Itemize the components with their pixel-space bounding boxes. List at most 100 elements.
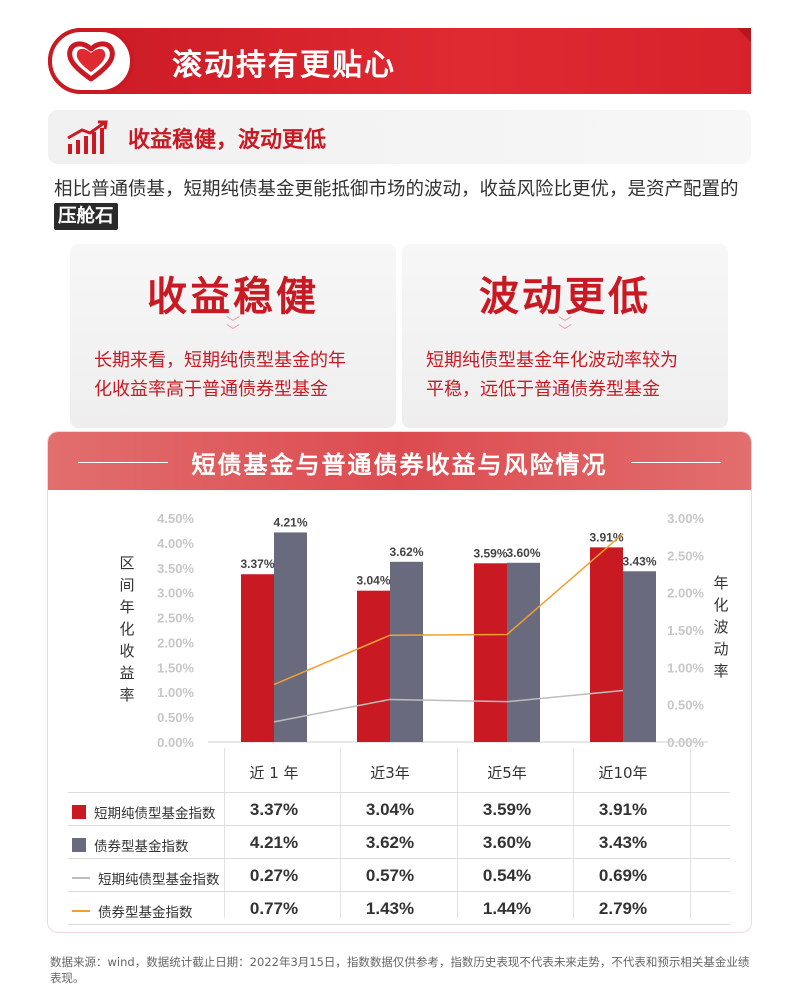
y-tick-label: 3.00%	[157, 586, 194, 601]
y-axis-label: 区间年化收益率	[119, 554, 135, 704]
card-line: 化收益率高于普通债券型基金	[94, 379, 328, 400]
bar-data-label: 3.59%	[473, 546, 507, 560]
table-cell: 0.54%	[482, 866, 532, 885]
bar-data-label: 3.62%	[389, 545, 423, 559]
y-tick-label: 1.00%	[157, 685, 194, 700]
row-divider	[68, 858, 730, 859]
bar	[357, 590, 390, 742]
chart-panel: 短债基金与普通债券收益与风险情况 区间年化收益率 年化波动率 0.00% 0.50…	[48, 432, 751, 932]
y-tick-label: 4.00%	[157, 536, 194, 551]
legend-label: 短期纯债型基金指数	[94, 806, 216, 822]
y-tick-label: 0.50%	[157, 710, 194, 725]
legend-swatch	[72, 910, 90, 912]
bar	[241, 574, 274, 742]
table-cell: 4.21%	[249, 833, 299, 852]
feature-cards: 收益稳健 ﹀ ﹀ 长期来看，短期纯债型基金的年 化收益率高于普通债券型基金 波动更…	[70, 244, 728, 428]
chevron-down-icon: ﹀ ﹀	[558, 316, 572, 340]
heart-icon	[48, 28, 134, 94]
series-line	[273, 533, 624, 686]
y-tick-label: 2.00%	[157, 635, 194, 650]
y-tick-label: 4.50%	[157, 511, 194, 526]
legend-swatch	[72, 877, 90, 879]
legend-item: 短期纯债型基金指数	[72, 868, 220, 888]
chevron-down-icon: ﹀ ﹀	[226, 316, 240, 340]
bar-data-label: 3.37%	[240, 557, 274, 571]
legend-item: 债券型基金指数	[72, 901, 193, 921]
y2-axis-label: 年化波动率	[713, 574, 729, 680]
chart-header: 短债基金与普通债券收益与风险情况	[48, 432, 751, 490]
table-cell: 2.79%	[598, 899, 648, 918]
card-line: 长期来看，短期纯债型基金的年	[94, 350, 346, 371]
table-cell: 0.77%	[249, 899, 299, 918]
bar	[274, 532, 307, 742]
bar	[623, 571, 656, 742]
card-description: 短期纯债型基金年化波动率较为 平稳，远低于普通债券型基金	[426, 346, 714, 404]
y2-tick-label: 0.50%	[667, 698, 704, 713]
divider	[631, 462, 721, 463]
table-cell: 3.59%	[482, 800, 532, 819]
section-title: 收益稳健，波动更低	[128, 128, 327, 153]
table-cell: 0.69%	[598, 866, 648, 885]
page-title: 滚动持有更贴心	[172, 48, 396, 83]
legend-swatch	[72, 805, 86, 819]
feature-card-return: 收益稳健 ﹀ ﹀ 长期来看，短期纯债型基金的年 化收益率高于普通债券型基金	[70, 244, 396, 428]
y-tick-label: 0.00%	[157, 735, 194, 750]
y2-tick-label: 3.00%	[667, 511, 704, 526]
table-cell: 0.27%	[249, 866, 299, 885]
table-grid-line	[457, 748, 458, 918]
bar-data-label: 3.43%	[622, 554, 656, 568]
series-line	[273, 689, 624, 723]
table-cell: 3.91%	[598, 800, 648, 819]
y2-tick-label: 1.00%	[667, 660, 704, 675]
bar-data-label: 4.21%	[273, 515, 307, 529]
card-line: 平稳，远低于普通债券型基金	[426, 379, 660, 400]
intro-paragraph: 相比普通债基，短期纯债基金更能抵御市场的波动，收益风险比更优，是资产配置的压舱石	[54, 176, 754, 230]
y2-tick-label: 2.50%	[667, 548, 704, 563]
section-heading: 收益稳健，波动更低	[48, 110, 751, 164]
legend-item: 短期纯债型基金指数	[72, 802, 216, 822]
row-divider	[68, 792, 730, 793]
table-cell: 3.04%	[365, 800, 415, 819]
highlight-tag: 压舱石	[54, 203, 118, 230]
feature-card-volatility: 波动更低 ﹀ ﹀ 短期纯债型基金年化波动率较为 平稳，远低于普通债券型基金	[402, 244, 728, 428]
legend-label: 债券型基金指数	[98, 905, 193, 921]
row-divider	[68, 924, 730, 925]
data-source-note: 数据来源：wind，数据统计截止日期：2022年3月15日，指数数据仅供参考，指…	[50, 955, 750, 985]
table-grid-line	[573, 748, 574, 918]
legend-label: 短期纯债型基金指数	[98, 872, 220, 888]
card-line: 短期纯债型基金年化波动率较为	[426, 350, 678, 371]
row-divider	[68, 825, 730, 826]
legend-item: 债券型基金指数	[72, 835, 189, 855]
y-tick-label: 2.50%	[157, 611, 194, 626]
table-cell: 1.43%	[365, 899, 415, 918]
card-title: 波动更低	[479, 274, 651, 320]
y-tick-label: 1.50%	[157, 660, 194, 675]
y2-tick-label: 1.50%	[667, 623, 704, 638]
table-grid-line	[690, 748, 691, 918]
bar-data-label: 3.04%	[356, 574, 390, 588]
card-description: 长期来看，短期纯债型基金的年 化收益率高于普通债券型基金	[94, 346, 382, 404]
bar	[590, 547, 623, 742]
column-header: 近3年	[370, 764, 410, 782]
legend-label: 债券型基金指数	[94, 839, 189, 855]
column-header: 近 1 年	[249, 764, 299, 782]
table-cell: 3.37%	[249, 800, 299, 819]
table-cell: 1.44%	[482, 899, 532, 918]
divider	[78, 462, 168, 463]
row-divider	[68, 891, 730, 892]
table-cell: 3.43%	[598, 833, 648, 852]
table-cell: 3.62%	[365, 833, 415, 852]
column-header: 近5年	[487, 764, 527, 782]
bar-line-chart: 0.00% 0.50% 1.00% 1.50% 2.00% 2.50% 3.00% 3.50%…	[157, 511, 708, 750]
bar	[507, 562, 540, 742]
table-grid-line	[224, 748, 225, 918]
y-tick-label: 3.50%	[157, 561, 194, 576]
table-cell: 0.57%	[365, 866, 415, 885]
table-cell: 3.60%	[482, 833, 532, 852]
table-grid-line	[340, 748, 341, 918]
banner-corner	[737, 28, 751, 42]
chart-title: 短债基金与普通债券收益与风险情况	[191, 450, 608, 479]
growth-chart-icon	[66, 120, 110, 158]
card-title: 收益稳健	[147, 274, 319, 320]
column-header: 近10年	[598, 764, 648, 782]
